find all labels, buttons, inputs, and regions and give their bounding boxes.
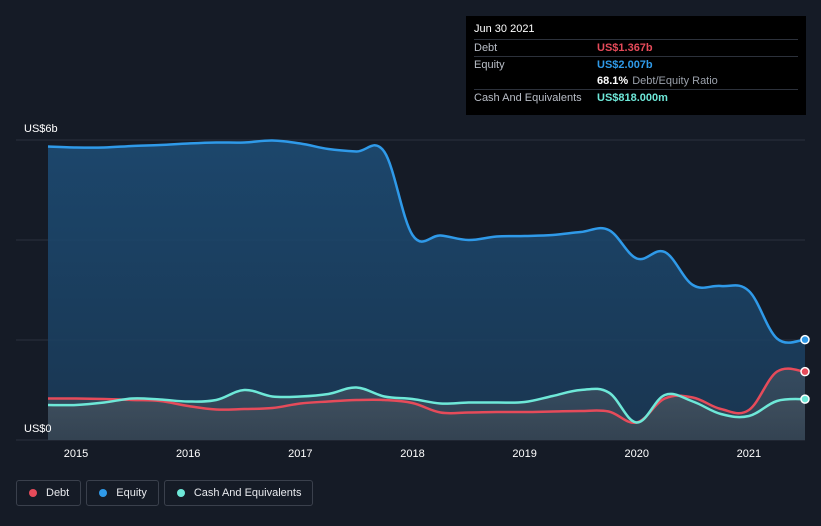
legend-dot-cash-icon xyxy=(176,489,185,497)
x-tick-label: 2017 xyxy=(288,448,312,460)
legend-item-cash[interactable]: Cash And Equivalents xyxy=(163,480,314,506)
x-tick-label: 2018 xyxy=(400,448,424,460)
tooltip-cash-value: US$818.000m xyxy=(597,92,668,104)
legend-dot-equity-icon xyxy=(99,489,108,497)
legend-dot-debt-icon xyxy=(29,489,37,497)
x-tick-label: 2016 xyxy=(176,448,200,460)
end-marker-debt xyxy=(800,366,810,377)
end-marker-equity xyxy=(800,334,810,345)
x-tick-label: 2020 xyxy=(625,448,649,460)
tooltip-row-ratio: 68.1% Debt/Equity Ratio xyxy=(474,73,798,89)
line-cash-and-equivalents xyxy=(47,386,806,424)
tooltip-debt-value: US$1.367b xyxy=(597,42,653,54)
y-axis-top-label: US$6b xyxy=(24,123,58,135)
tooltip-row-equity: Equity US$2.007b xyxy=(474,56,798,73)
tooltip-cash-label: Cash And Equivalents xyxy=(474,92,582,104)
legend-item-equity[interactable]: Equity xyxy=(86,480,159,506)
area-equity xyxy=(48,140,805,440)
tooltip-date: Jun 30 2021 xyxy=(474,23,535,35)
y-axis-bottom-label: US$0 xyxy=(24,423,52,435)
line-equity xyxy=(47,139,806,344)
legend-label-debt: Debt xyxy=(46,487,70,499)
tooltip-row-debt: Debt US$1.367b xyxy=(474,39,798,56)
x-tick-label: 2019 xyxy=(512,448,536,460)
end-marker-cash-and-equivalents xyxy=(800,394,810,404)
area-fills xyxy=(48,140,805,440)
x-tick-label: 2021 xyxy=(737,448,761,460)
tooltip-panel: Jun 30 2021 Debt US$1.367b Equity US$2.0… xyxy=(466,16,806,115)
tooltip-equity-value: US$2.007b xyxy=(597,59,653,71)
tooltip-equity-label: Equity xyxy=(474,59,505,71)
legend: Debt Equity Cash And Equivalents xyxy=(16,480,314,506)
x-tick-label: 2015 xyxy=(64,448,88,460)
end-markers xyxy=(800,334,810,404)
x-axis-ticks: 2015 2016 2017 2018 2019 2020 2021 xyxy=(64,448,761,460)
tooltip-ratio-label: Debt/Equity Ratio xyxy=(632,75,718,87)
tooltip-ratio-value: 68.1% xyxy=(597,75,629,87)
series-lines xyxy=(47,139,806,425)
tooltip-row-cash: Cash And Equivalents US$818.000m xyxy=(474,89,798,106)
tooltip-debt-label: Debt xyxy=(474,42,498,54)
legend-label-cash: Cash And Equivalents xyxy=(193,487,302,499)
legend-item-debt[interactable]: Debt xyxy=(16,480,82,506)
legend-label-equity: Equity xyxy=(116,487,147,499)
